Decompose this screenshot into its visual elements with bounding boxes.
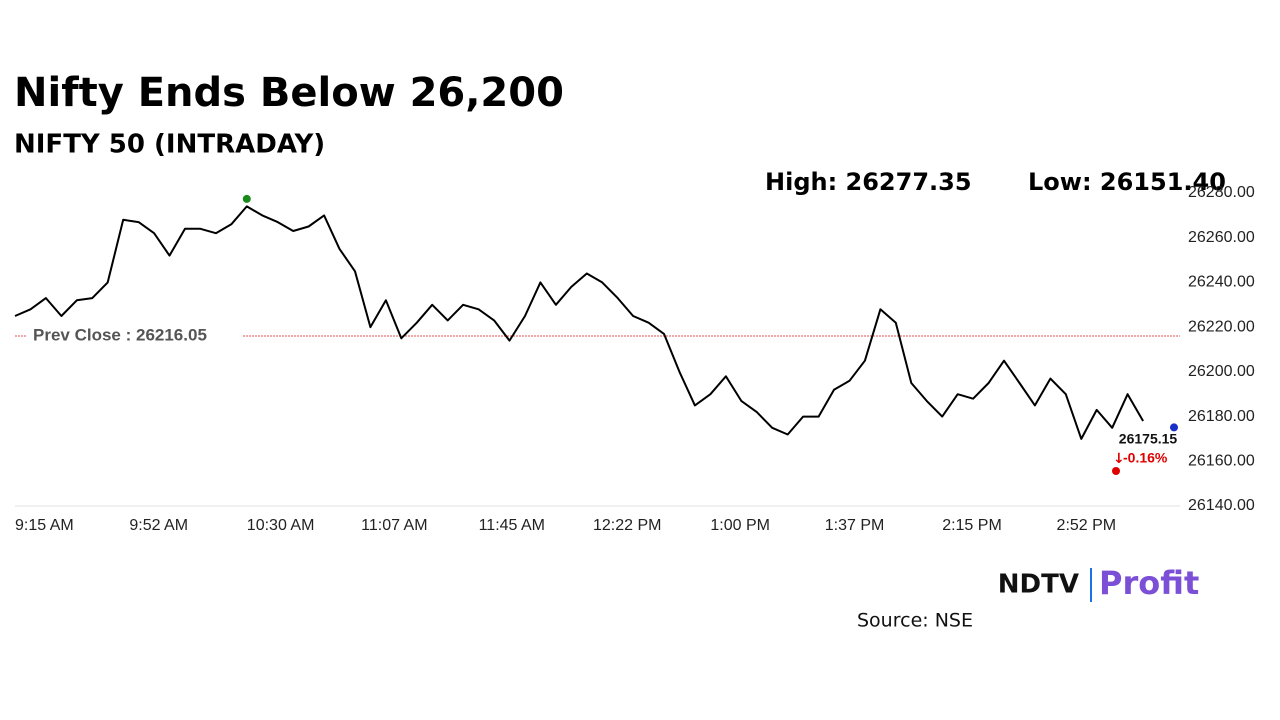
change-arrow: ↓ bbox=[1113, 451, 1125, 467]
last-point bbox=[1170, 423, 1178, 432]
last-value-label: 26175.15 bbox=[1119, 431, 1178, 447]
price-line bbox=[14, 205, 1144, 440]
x-tick-label: 10:30 AM bbox=[247, 517, 315, 534]
x-tick-label: 11:45 AM bbox=[479, 517, 545, 534]
y-tick-label: 26220.00 bbox=[1188, 318, 1255, 335]
y-tick-label: 26240.00 bbox=[1188, 274, 1255, 291]
chart-title: Nifty Ends Below 26,200 bbox=[14, 70, 564, 116]
y-tick-label: 26140.00 bbox=[1188, 497, 1255, 514]
x-tick-label: 1:00 PM bbox=[710, 517, 770, 534]
x-tick-label: 12:22 PM bbox=[593, 517, 661, 534]
x-tick-label: 9:15 AM bbox=[15, 517, 74, 534]
low-label: Low: 26151.40 bbox=[1028, 168, 1226, 196]
x-tick-label: 11:07 AM bbox=[361, 517, 427, 534]
x-tick-label: 9:52 AM bbox=[129, 517, 188, 534]
x-tick-label: 1:37 PM bbox=[825, 517, 885, 534]
x-tick-label: 2:15 PM bbox=[942, 517, 1002, 534]
chart-subtitle: NIFTY 50 (INTRADAY) bbox=[14, 130, 325, 160]
prev-close-label: Prev Close : 26216.05 bbox=[33, 325, 207, 344]
y-tick-label: 26160.00 bbox=[1188, 453, 1255, 470]
x-tick-label: 2:52 PM bbox=[1057, 517, 1117, 534]
change-dot bbox=[1112, 467, 1120, 475]
logo-left: NDTV bbox=[998, 570, 1079, 600]
logo-right: Profit bbox=[1099, 564, 1199, 602]
prev-close-bg bbox=[26, 324, 242, 347]
source: Source: NSE bbox=[857, 610, 973, 632]
y-tick-label: 26200.00 bbox=[1188, 363, 1255, 380]
high-label: High: 26277.35 bbox=[765, 168, 972, 196]
y-tick-label: 26280.00 bbox=[1188, 184, 1255, 201]
high-marker bbox=[242, 194, 251, 203]
y-tick-label: 26260.00 bbox=[1188, 229, 1255, 246]
change-label: -0.16% bbox=[1123, 450, 1168, 466]
y-tick-label: 26180.00 bbox=[1188, 408, 1255, 425]
